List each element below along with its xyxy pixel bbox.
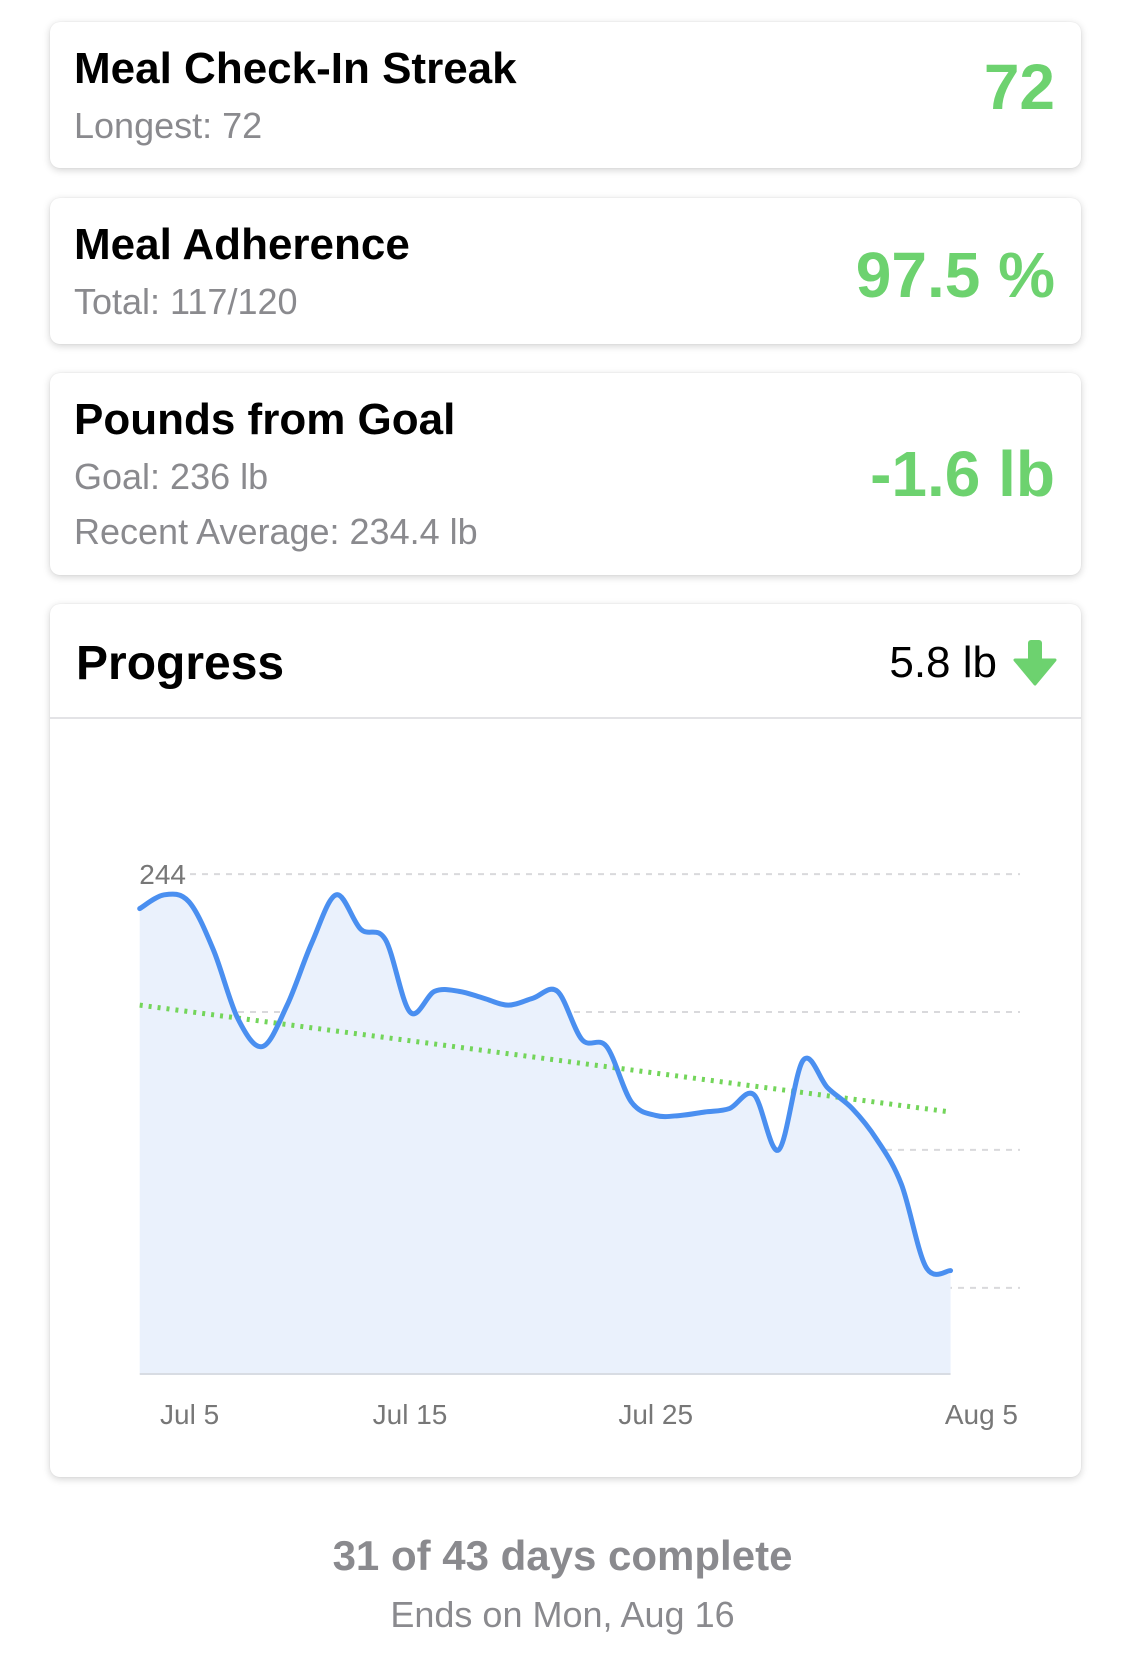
trend-line	[139, 1002, 951, 1115]
end-date: Ends on Mon, Aug 16	[390, 1594, 735, 1635]
y-tick-label: 244	[139, 859, 186, 890]
goal-title: Pounds from Goal	[74, 395, 456, 444]
adherence-value: 97.5 %	[855, 239, 1055, 311]
streak-title: Meal Check-In Streak	[74, 44, 517, 93]
goal-value: -1.6 lb	[870, 438, 1055, 510]
days-complete: 31 of 43 days complete	[332, 1532, 793, 1579]
adherence-total: Total: 117/120	[74, 281, 298, 322]
streak-longest: Longest: 72	[74, 105, 263, 146]
goal-target: Goal: 236 lb	[74, 456, 269, 497]
weight-line	[137, 891, 954, 1277]
streak-card[interactable]: Meal Check-In Streak Longest: 72 72	[50, 22, 1081, 168]
progress-title: Progress	[76, 637, 285, 690]
x-tick-label: Aug 5	[945, 1399, 1018, 1430]
x-tick-label: Jul 25	[618, 1399, 693, 1430]
weight-area	[139, 894, 951, 1374]
progress-change: 5.8 lb	[889, 638, 997, 687]
streak-value: 72	[983, 51, 1055, 123]
progress-header: Progress 5.8 lb	[50, 604, 1081, 719]
x-tick-label: Jul 5	[160, 1399, 219, 1430]
goal-recent-average: Recent Average: 234.4 lb	[74, 511, 478, 552]
down-arrow-icon	[1013, 640, 1057, 686]
goal-card[interactable]: Pounds from Goal Goal: 236 lb Recent Ave…	[50, 373, 1081, 575]
adherence-card[interactable]: Meal Adherence Total: 117/120 97.5 %	[50, 198, 1081, 344]
x-tick-label: Jul 15	[373, 1399, 448, 1430]
adherence-title: Meal Adherence	[74, 220, 410, 269]
